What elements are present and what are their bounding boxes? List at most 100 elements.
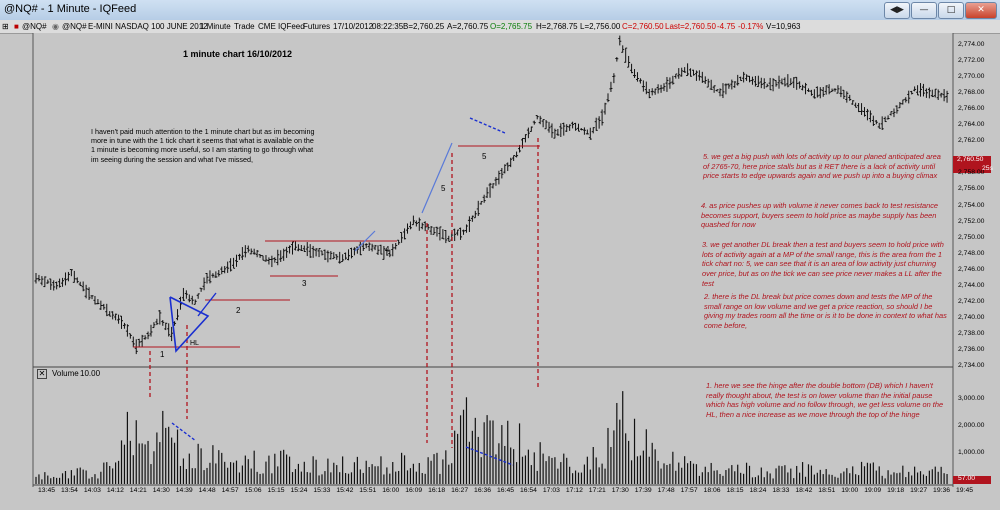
time-tick: 15:42 xyxy=(336,487,354,494)
price-bar xyxy=(93,295,97,305)
countdown-marker xyxy=(953,165,991,173)
price-bar xyxy=(370,243,374,252)
price-bar xyxy=(945,90,949,103)
price-bar xyxy=(146,331,150,340)
price-bar xyxy=(217,270,221,277)
price-bar xyxy=(715,89,719,92)
countdown-label: 25s xyxy=(982,165,993,172)
price-bar xyxy=(96,299,100,305)
price-bar xyxy=(526,127,530,139)
price-bar xyxy=(585,129,589,135)
price-bar xyxy=(252,248,256,255)
price-bar xyxy=(347,249,351,261)
time-tick: 14:57 xyxy=(221,487,239,494)
price-bar xyxy=(40,276,44,286)
vol-tick-3000: 3,000.00 xyxy=(958,395,985,402)
time-tick: 13:45 xyxy=(38,487,56,494)
price-bar xyxy=(335,254,339,260)
time-tick: 19:09 xyxy=(864,487,882,494)
price-bar xyxy=(512,155,516,162)
link-icon[interactable]: ◀▶ xyxy=(884,2,910,19)
price-bar xyxy=(609,81,613,92)
vol-trend-1 xyxy=(171,422,197,442)
chart-canvas[interactable] xyxy=(0,33,1000,510)
price-bar xyxy=(128,333,132,339)
price-bar xyxy=(694,70,698,81)
price-bar xyxy=(408,221,412,230)
price-bar xyxy=(500,167,504,179)
price-bar xyxy=(243,245,247,258)
ask: A=2,760.75 xyxy=(447,22,489,31)
price-bar xyxy=(612,73,616,84)
price-bar xyxy=(839,86,843,98)
price-bar xyxy=(579,128,583,131)
price-bar xyxy=(43,276,47,288)
time-tick: 15:33 xyxy=(313,487,331,494)
price-bar xyxy=(824,85,828,95)
price-bar xyxy=(718,88,722,97)
price-bar xyxy=(857,103,861,113)
price-bar xyxy=(332,252,336,260)
volume-close-icon[interactable]: ✕ xyxy=(37,369,47,379)
price-bar xyxy=(742,71,746,83)
price-bar xyxy=(933,88,937,98)
maximize-button[interactable]: □ xyxy=(938,2,964,19)
price-bar xyxy=(444,230,448,244)
time-tick: 16:09 xyxy=(405,487,423,494)
price-bar xyxy=(774,80,778,87)
price-bar xyxy=(323,249,327,261)
price-bar xyxy=(291,241,295,255)
price-bar xyxy=(904,97,908,103)
price-bar xyxy=(258,254,262,258)
price-bar xyxy=(889,111,893,116)
time-tick: 15:06 xyxy=(244,487,262,494)
price-bar xyxy=(411,215,415,226)
price-bar xyxy=(892,108,896,118)
time-tick: 18:33 xyxy=(772,487,790,494)
volume-title: Volume xyxy=(52,369,79,378)
price-bar xyxy=(860,103,864,115)
price-bar xyxy=(476,200,480,216)
time-tick: 14:48 xyxy=(198,487,216,494)
toolbar-icon[interactable]: ⊞ xyxy=(2,22,9,31)
minimize-button[interactable]: — xyxy=(911,2,937,19)
price-bar xyxy=(170,326,174,342)
trade-label: Trade xyxy=(234,22,255,31)
price-bar xyxy=(161,320,165,326)
price-bar xyxy=(880,116,884,131)
price-bar xyxy=(178,296,182,310)
label-hl: HL xyxy=(190,340,199,347)
time-tick: 18:06 xyxy=(703,487,721,494)
time-tick: 17:48 xyxy=(657,487,675,494)
window-title: @NQ# - 1 Minute - IQFeed xyxy=(4,3,137,15)
price-bar xyxy=(916,85,920,96)
price-bar xyxy=(724,83,728,95)
price-bar xyxy=(865,108,869,121)
price-bar xyxy=(190,295,194,305)
price-bar xyxy=(556,128,560,136)
price-bar xyxy=(352,247,356,256)
price-bar xyxy=(641,80,645,92)
time-tick: 14:21 xyxy=(129,487,147,494)
price-tick: 2,756.00 xyxy=(958,185,985,193)
price-tick: 2,738.00 xyxy=(958,329,985,337)
price-bar xyxy=(786,74,790,88)
title-bar[interactable]: @NQ# - 1 Minute - IQFeed ◀▶ — □ ✕ xyxy=(0,0,1000,21)
price-bar xyxy=(668,77,672,89)
price-bar xyxy=(81,281,85,292)
close-button[interactable]: ✕ xyxy=(965,2,997,19)
price-bar xyxy=(293,241,297,251)
price-bar xyxy=(600,109,604,126)
open: O=2,765.75 xyxy=(490,22,533,31)
time-tick: 18:15 xyxy=(726,487,744,494)
time-tick: 17:21 xyxy=(588,487,606,494)
time-tick: 14:30 xyxy=(152,487,170,494)
price-bar xyxy=(314,248,318,257)
price-bar xyxy=(237,253,241,260)
price-bar xyxy=(485,187,489,198)
price-bar xyxy=(792,77,796,89)
price-bar xyxy=(689,68,693,77)
price-bar xyxy=(877,122,881,129)
trend-line-2 xyxy=(197,292,217,317)
price-bar xyxy=(565,124,569,132)
